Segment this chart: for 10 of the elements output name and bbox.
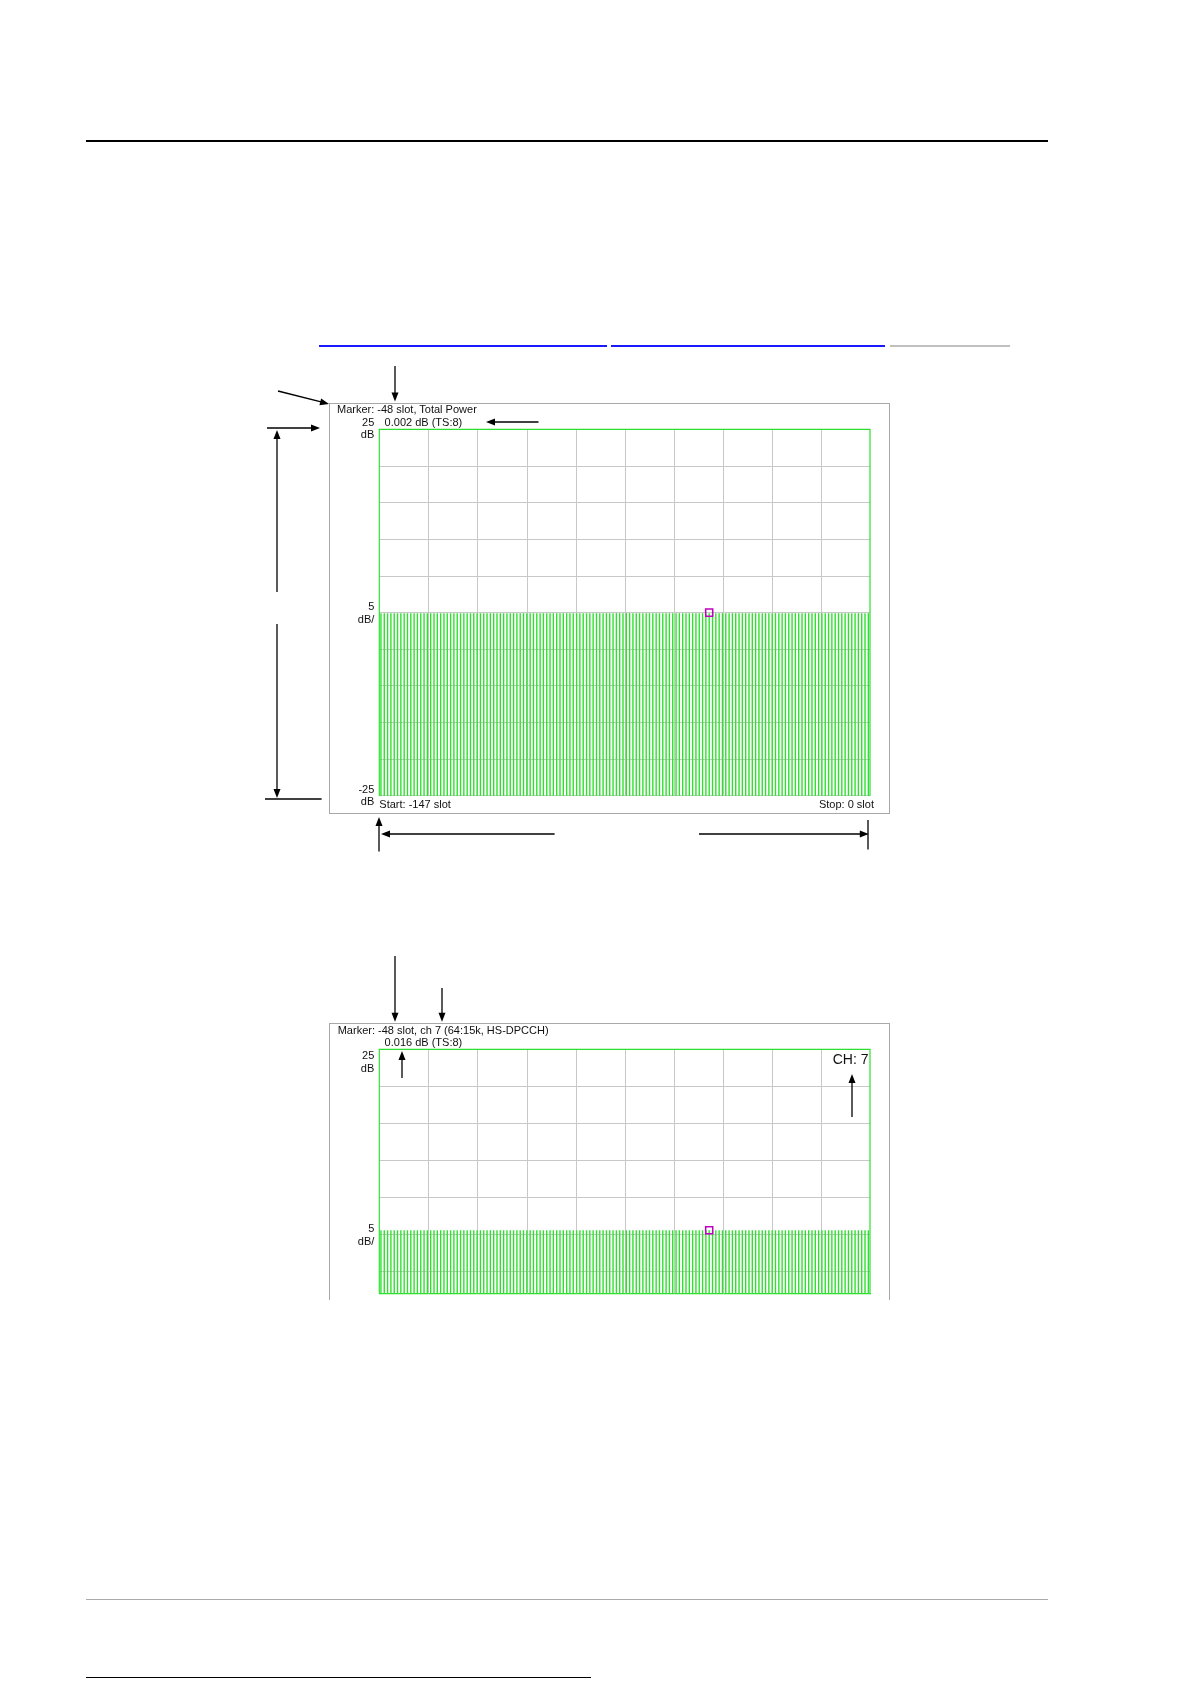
text: CH: 7 xyxy=(832,1051,869,1068)
text: 0.016 dB (TS:8) xyxy=(384,1036,463,1049)
text: 0.002 dB (TS:8) xyxy=(384,415,463,428)
y-tick-label: -25 dB xyxy=(358,782,375,807)
y-axis-title: 5 dB/ xyxy=(357,600,376,625)
y-axis-title: 5 dB/ xyxy=(357,1222,376,1247)
text: Marker: -48 slot, ch 7 (64:15k, HS-DPCCH) xyxy=(337,1023,549,1036)
text: Start: -147 slot xyxy=(379,798,451,811)
text: Marker: -48 slot, Total Power xyxy=(337,403,478,416)
text: Stop: 0 slot xyxy=(818,798,874,811)
